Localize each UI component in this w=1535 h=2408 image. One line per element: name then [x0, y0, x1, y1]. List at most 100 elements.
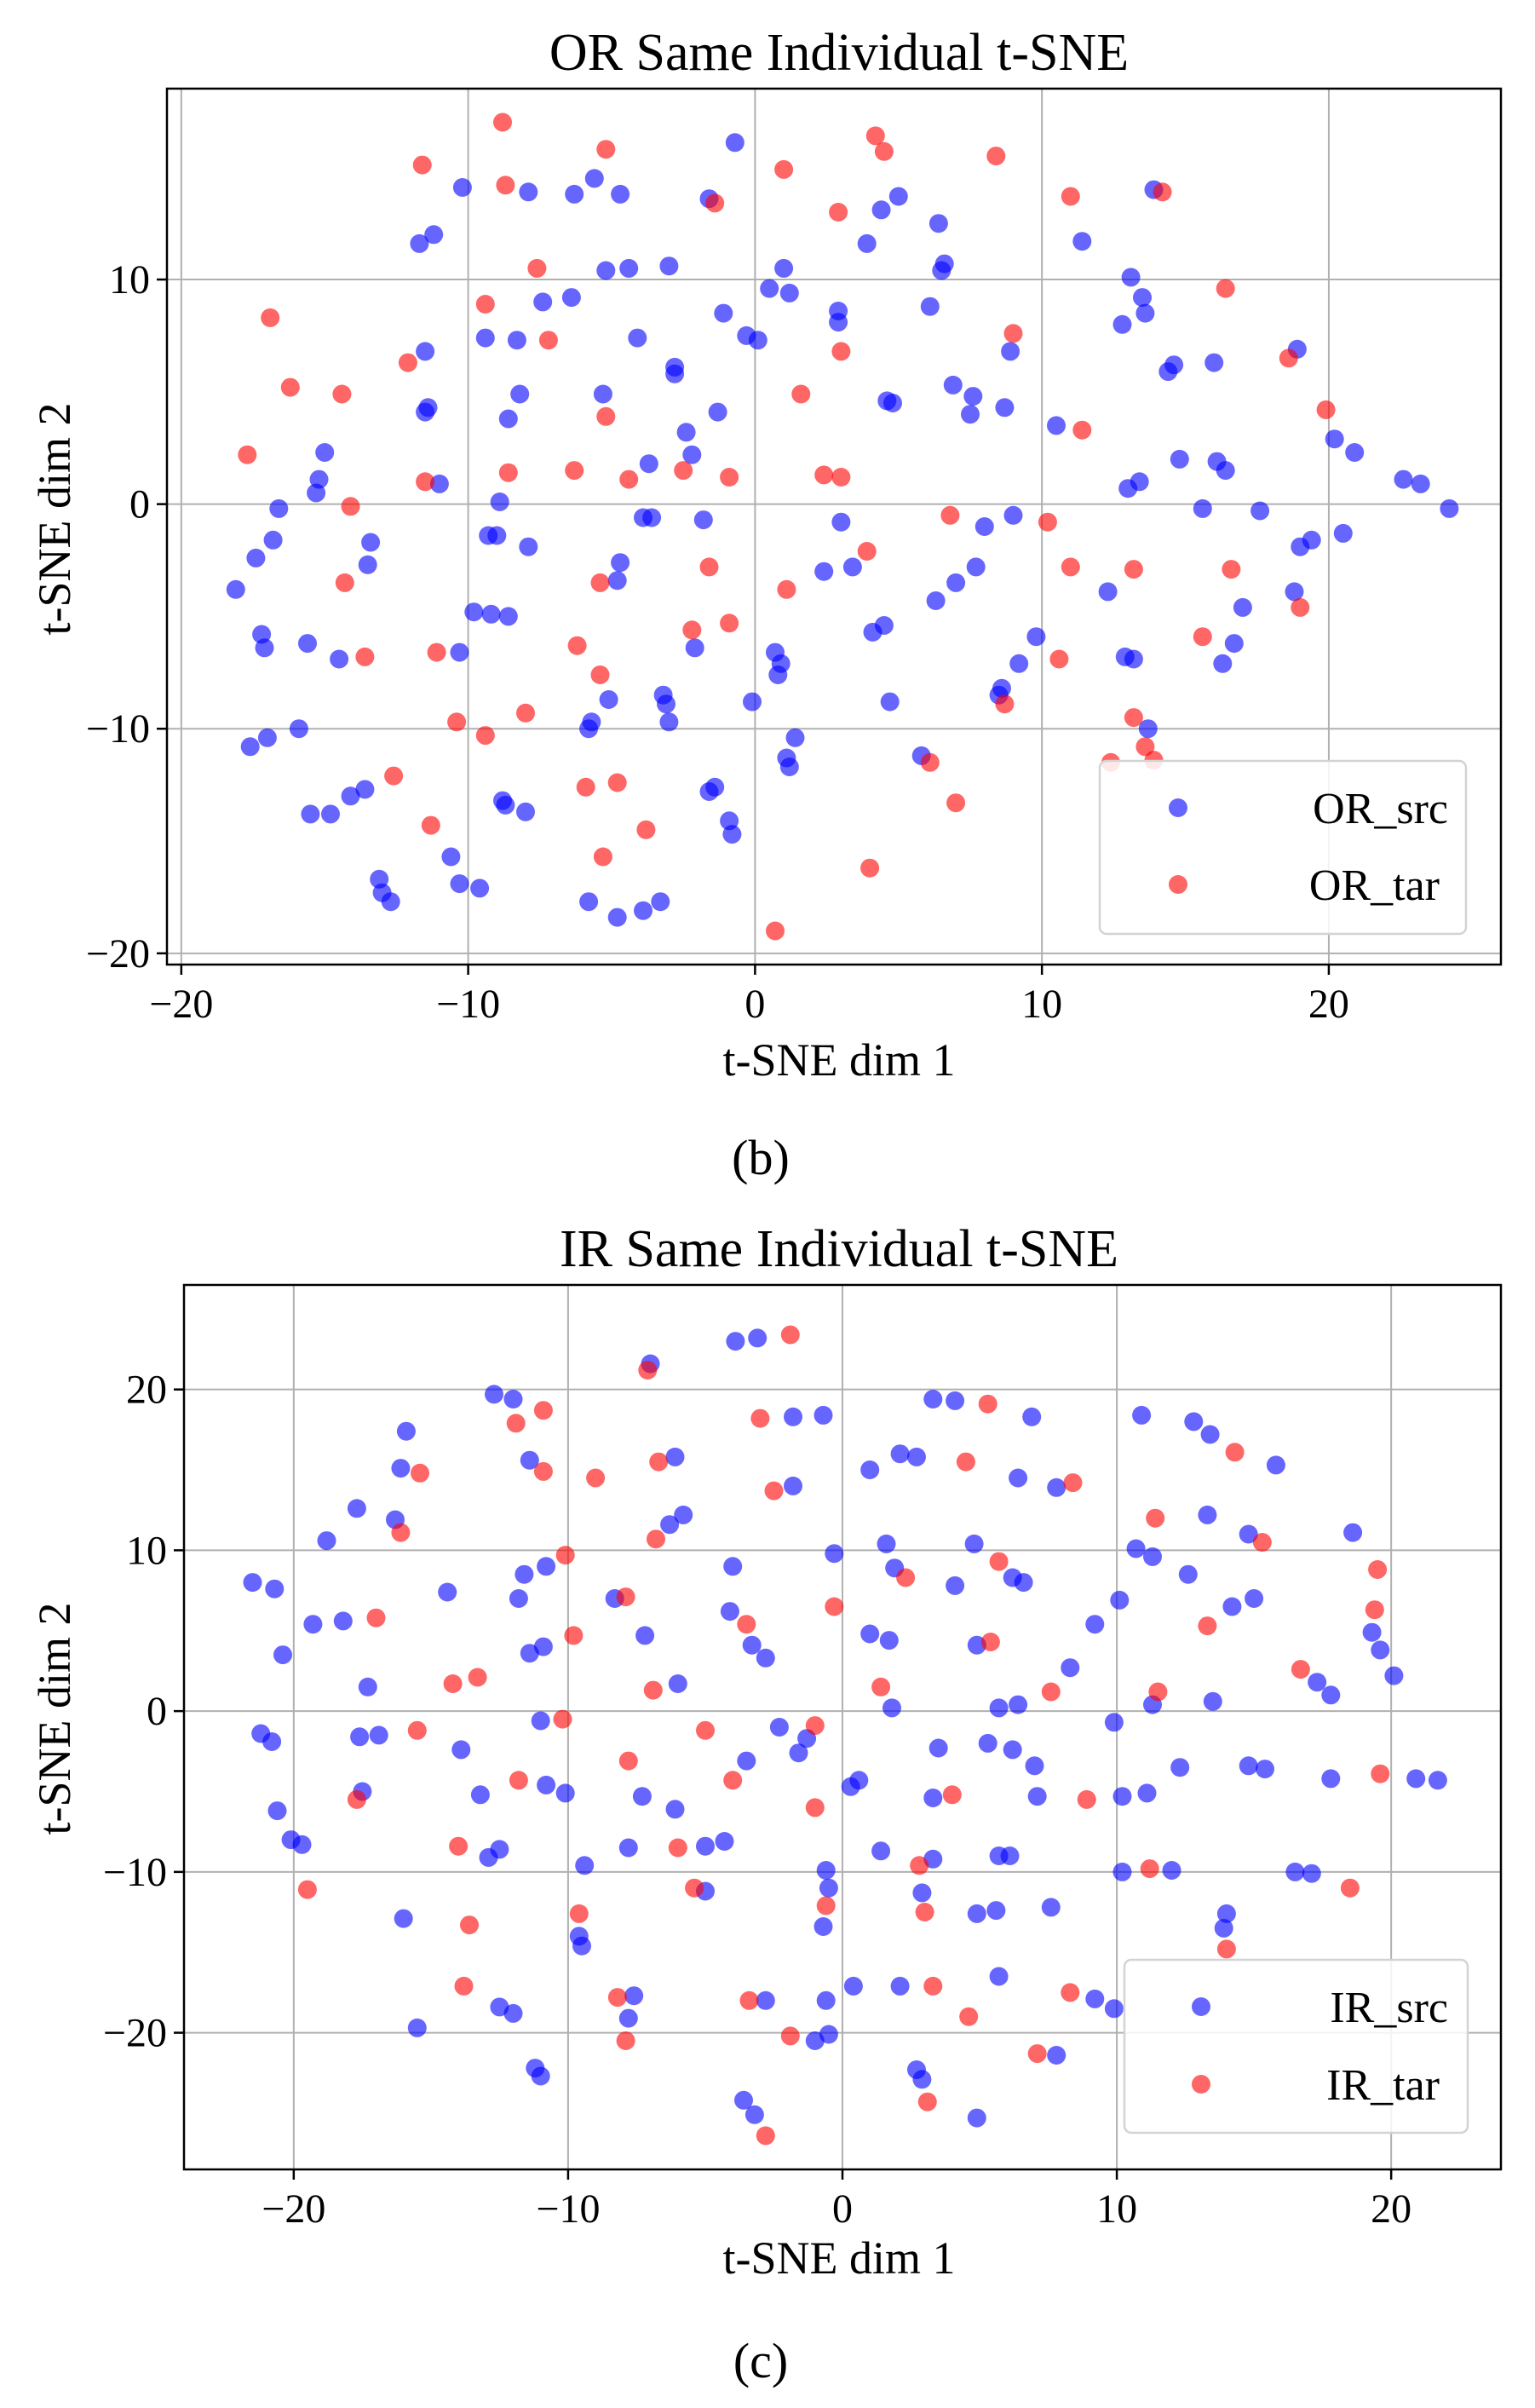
- or-tar-point: [1153, 182, 1172, 202]
- or-src-point: [450, 642, 469, 662]
- or-tar-point: [516, 703, 535, 723]
- or-src-point: [966, 557, 986, 577]
- or-src-point: [1001, 342, 1020, 361]
- or-src-point: [842, 557, 862, 577]
- or-tar-point: [1124, 560, 1143, 579]
- or-src-point: [628, 328, 647, 348]
- ir-src-point: [723, 1557, 743, 1576]
- or-tar-point: [829, 203, 848, 222]
- ir-src-point: [946, 1391, 965, 1410]
- ir-src-point: [789, 1743, 808, 1763]
- or-src-point: [1170, 449, 1189, 469]
- or-src-point: [659, 256, 679, 276]
- ir-tar-point: [959, 2007, 979, 2026]
- ir-src-point: [1239, 1524, 1258, 1544]
- or-chart-title: OR Same Individual t-SNE: [549, 24, 1129, 82]
- ir-src-point: [503, 1390, 523, 1409]
- or-src-point: [381, 892, 400, 912]
- ir-src-point: [369, 1725, 388, 1745]
- or-src-point: [743, 692, 762, 711]
- ir-tar-point: [910, 1856, 929, 1875]
- ir-src-point: [882, 1698, 901, 1718]
- or-tar-point: [995, 694, 1015, 714]
- ir-src-point: [1170, 1758, 1190, 1777]
- or-tar-point: [940, 505, 960, 525]
- ir-src-point: [1362, 1622, 1382, 1642]
- ir-tar-point: [647, 1529, 665, 1549]
- ir-src-point: [1126, 1539, 1146, 1558]
- ir-tar-point: [915, 1903, 934, 1921]
- ir-tar-point: [696, 1720, 715, 1740]
- ir-src-point: [531, 1711, 550, 1731]
- or-src-point: [582, 712, 601, 732]
- ir-src-point: [1406, 1769, 1426, 1789]
- ir-y-tick-label: 0: [147, 1689, 167, 1734]
- ir-tar-point: [917, 2092, 937, 2111]
- ir-x-tick-label: 0: [832, 2186, 853, 2232]
- or-tar-point: [1038, 512, 1057, 532]
- or-src-point: [1193, 498, 1212, 518]
- ir-src-point: [575, 1856, 595, 1875]
- ir-src-point: [262, 1732, 282, 1751]
- or-tar-point: [498, 463, 518, 482]
- or-src-point: [579, 892, 599, 912]
- ir-src-point: [769, 1718, 789, 1737]
- ir-legend-src-marker: [1192, 1997, 1210, 2016]
- ir-src-point: [618, 1838, 638, 1858]
- ir-src-point: [1009, 1695, 1028, 1714]
- or-src-point: [779, 283, 799, 302]
- or-src-point: [255, 638, 274, 658]
- ir-src-point: [860, 1460, 880, 1479]
- or-src-point: [829, 302, 848, 320]
- ir-src-point: [1178, 1564, 1198, 1584]
- or-src-point: [771, 654, 790, 673]
- or-src-point: [418, 398, 438, 418]
- ir-tar-point: [1340, 1878, 1360, 1898]
- or-tar-point: [493, 112, 512, 132]
- or-tar-point: [1193, 627, 1212, 647]
- or-tar-point: [1135, 737, 1155, 757]
- ir-tar-point: [616, 1587, 635, 1607]
- or-tar-point: [607, 773, 627, 792]
- ir-src-point: [928, 1738, 948, 1758]
- or-src-point: [507, 331, 526, 350]
- ir-tar-point: [509, 1771, 528, 1790]
- ir-src-point: [503, 2003, 523, 2023]
- ir-src-point: [572, 1936, 591, 1956]
- ir-src-point: [490, 1840, 509, 1859]
- ir-y-tick-label: 10: [126, 1528, 167, 1573]
- ir-tar-point: [871, 1677, 891, 1697]
- ir-tar-point: [1291, 1660, 1310, 1679]
- ir-src-point: [816, 1990, 836, 2010]
- or-src-point: [593, 384, 612, 404]
- ir-src-point: [1143, 1547, 1162, 1566]
- or-src-point: [961, 405, 980, 424]
- ir-src-point: [618, 2008, 638, 2028]
- or-src-point: [926, 591, 946, 610]
- or-src-point: [665, 364, 685, 383]
- ir-tar-point: [805, 1798, 825, 1818]
- or-src-point: [424, 225, 444, 245]
- ir-legend-tar-marker: [1192, 2075, 1210, 2094]
- or-tar-point: [565, 461, 584, 481]
- ir-src-point: [635, 1626, 655, 1645]
- ir-ticks: −20 −10 0 10 20 −20 −10 0 10 20: [103, 1368, 1411, 2232]
- ir-y-axis-label: t-SNE dim 2: [29, 1602, 80, 1835]
- ir-tar-point: [555, 1546, 575, 1565]
- or-y-tick-label: −10: [86, 706, 150, 752]
- or-tar-point: [590, 665, 610, 684]
- or-src-point: [1009, 654, 1029, 673]
- or-src-point: [498, 607, 518, 626]
- ir-tar-point: [460, 1915, 479, 1935]
- ir-legend-box: [1123, 1958, 1469, 2134]
- or-tar-point: [705, 193, 725, 213]
- ir-tar-point: [586, 1468, 606, 1488]
- or-src-point: [1302, 530, 1321, 550]
- ir-src-point: [1014, 1573, 1033, 1593]
- or-src-point: [880, 692, 900, 711]
- ir-src-point: [1321, 1769, 1341, 1789]
- or-src-point: [257, 728, 277, 747]
- or-src-point: [705, 777, 725, 797]
- ir-x-tick-label: −20: [262, 2186, 325, 2232]
